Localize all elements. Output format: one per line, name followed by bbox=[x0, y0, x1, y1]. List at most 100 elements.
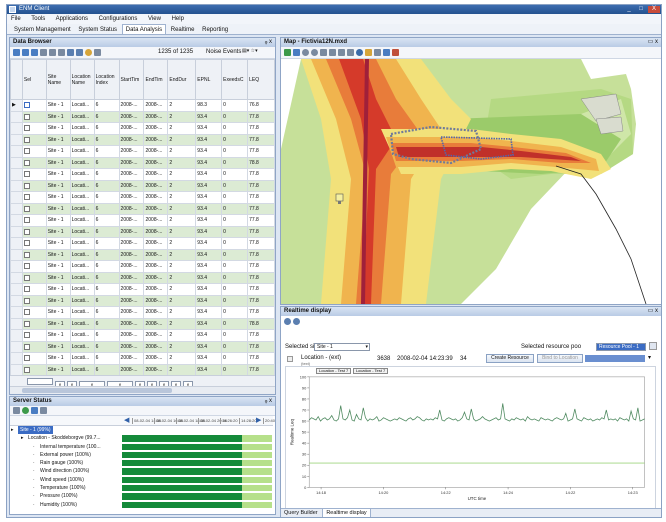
fixed-zoom-icon[interactable] bbox=[329, 49, 336, 56]
table-row[interactable]: Site - 1 Locati... 6 2008-... 2008-... 2 93.4 0… bbox=[10, 191, 275, 204]
row-select-checkbox-cell[interactable] bbox=[21, 340, 47, 353]
column-header[interactable]: LEQ bbox=[247, 59, 275, 100]
row-select-checkbox-cell[interactable] bbox=[21, 352, 47, 365]
view-dropdown-icon[interactable]: ▤▾ ☆▾ bbox=[242, 48, 258, 54]
menu-tools[interactable]: Tools bbox=[31, 16, 46, 22]
measure-icon[interactable] bbox=[374, 49, 381, 56]
pan-icon[interactable] bbox=[293, 49, 300, 56]
tree-node[interactable]: ▸ Site - 1 (99%) bbox=[10, 426, 273, 435]
scrollbar-thumb[interactable] bbox=[22, 388, 172, 393]
row-header-cell[interactable] bbox=[10, 306, 23, 319]
timeline-forward-icon[interactable]: ▶ bbox=[256, 417, 262, 424]
row-select-checkbox-cell[interactable] bbox=[21, 99, 47, 112]
tab-reporting[interactable]: Reporting bbox=[202, 27, 229, 33]
resource-pool-select[interactable]: Resource Pool - 1 bbox=[596, 343, 646, 351]
create-resource-button[interactable]: Create Resource bbox=[486, 354, 534, 363]
timeline-back-icon[interactable]: ◀ bbox=[124, 417, 130, 424]
deselect-icon[interactable] bbox=[22, 49, 29, 56]
row-select-checkbox-cell[interactable] bbox=[21, 306, 47, 319]
close-button[interactable]: X bbox=[648, 6, 660, 13]
row-header-cell[interactable]: ▶ bbox=[10, 99, 23, 112]
legend-tab[interactable]: Location - Test 7 bbox=[352, 368, 389, 374]
row-checkbox[interactable] bbox=[23, 217, 30, 224]
row-header-cell[interactable] bbox=[10, 168, 23, 181]
row-select-checkbox-cell[interactable] bbox=[21, 329, 47, 342]
refresh-icon[interactable] bbox=[85, 49, 92, 56]
print-icon[interactable] bbox=[383, 49, 390, 56]
row-header-cell[interactable] bbox=[10, 260, 23, 273]
row-checkbox[interactable] bbox=[23, 297, 30, 304]
horizontal-scrollbar[interactable] bbox=[10, 386, 275, 394]
row-select-checkbox-cell[interactable] bbox=[21, 260, 47, 273]
menu-configurations[interactable]: Configurations bbox=[98, 16, 138, 22]
export-map-icon[interactable] bbox=[392, 49, 399, 56]
tab-system-status[interactable]: System Status bbox=[78, 27, 118, 33]
table-row[interactable]: Site - 1 Locati... 6 2008-... 2008-... 2 93.4 0… bbox=[10, 179, 275, 192]
row-select-checkbox-cell[interactable] bbox=[21, 294, 47, 307]
identify-icon[interactable] bbox=[347, 49, 354, 56]
pin-close-icon[interactable]: ᵩ x bbox=[264, 398, 272, 404]
expand-icon[interactable]: ▸ bbox=[21, 435, 24, 442]
row-select-checkbox-cell[interactable] bbox=[21, 145, 47, 158]
tree-node[interactable]: · Wind direction (100%) bbox=[10, 467, 273, 475]
expand-icon[interactable]: ▸ bbox=[11, 427, 14, 433]
settings-icon[interactable] bbox=[40, 407, 47, 414]
resource-settings-icon[interactable] bbox=[649, 342, 657, 350]
column-header[interactable]: Location Name bbox=[69, 59, 95, 100]
bind-to-location-button[interactable]: Bind to Location bbox=[537, 354, 583, 363]
row-header-cell[interactable] bbox=[10, 283, 23, 296]
columns-icon[interactable] bbox=[58, 49, 65, 56]
table-row[interactable]: Site - 1 Locati... 6 2008-... 2008-... 2 93.4 0… bbox=[10, 168, 275, 181]
menu-file[interactable]: File bbox=[11, 16, 21, 22]
row-checkbox[interactable] bbox=[23, 355, 30, 362]
refresh-icon[interactable] bbox=[284, 49, 291, 56]
row-header-cell[interactable] bbox=[10, 179, 23, 192]
invert-icon[interactable] bbox=[31, 49, 38, 56]
row-select-checkbox-cell[interactable] bbox=[21, 271, 47, 284]
row-header-cell[interactable] bbox=[10, 145, 23, 158]
column-header[interactable]: Site Name bbox=[45, 59, 71, 100]
table-row[interactable]: Site - 1 Locati... 6 2008-... 2008-... 2 93.4 0… bbox=[10, 237, 275, 250]
row-select-checkbox-cell[interactable] bbox=[21, 156, 47, 169]
row-checkbox[interactable] bbox=[23, 148, 30, 155]
menu-view[interactable]: View bbox=[148, 16, 161, 22]
row-checkbox[interactable] bbox=[23, 320, 30, 327]
row-checkbox[interactable] bbox=[23, 113, 30, 120]
column-header[interactable]: ExeedsC bbox=[221, 59, 249, 100]
row-header-cell[interactable] bbox=[10, 122, 23, 135]
row-checkbox[interactable] bbox=[23, 136, 30, 143]
row-header-cell[interactable] bbox=[10, 294, 23, 307]
connect-icon[interactable] bbox=[284, 318, 291, 325]
tree-node[interactable]: · Temperature (100%) bbox=[10, 484, 273, 492]
tab-realtime-display[interactable]: Realtime display bbox=[322, 509, 371, 517]
select-all-icon[interactable] bbox=[13, 49, 20, 56]
chart-icon[interactable] bbox=[31, 407, 38, 414]
table-row[interactable]: Site - 1 Locati... 6 2008-... 2008-... 2 93.4 0… bbox=[10, 260, 275, 273]
tab-realtime[interactable]: Realtime bbox=[170, 27, 195, 33]
row-header-cell[interactable] bbox=[10, 271, 23, 284]
zoom-in-icon[interactable] bbox=[302, 49, 309, 56]
column-header[interactable]: StartTim bbox=[118, 59, 145, 100]
row-checkbox[interactable] bbox=[23, 102, 30, 109]
row-header-cell[interactable] bbox=[10, 225, 23, 238]
table-row[interactable]: Site - 1 Locati... 6 2008-... 2008-... 2 93.4 0… bbox=[10, 306, 275, 319]
disconnect-icon[interactable] bbox=[293, 318, 300, 325]
table-row[interactable]: Site - 1 Locati... 6 2008-... 2008-... 2 93.4 0… bbox=[10, 294, 275, 307]
row-header-cell[interactable] bbox=[10, 329, 23, 342]
row-header-cell[interactable] bbox=[10, 352, 23, 365]
row-header-cell[interactable] bbox=[10, 110, 23, 123]
zoom-out-icon[interactable] bbox=[311, 49, 318, 56]
row-checkbox[interactable] bbox=[23, 205, 30, 212]
tree-node[interactable]: · Rain gauge (100%) bbox=[10, 459, 273, 467]
pin-close-icon[interactable]: ▭ x bbox=[647, 308, 658, 314]
row-select-checkbox-cell[interactable] bbox=[21, 237, 47, 250]
select-icon[interactable] bbox=[338, 49, 345, 56]
legend-tab[interactable]: Location - Test 7 bbox=[316, 368, 352, 374]
table-row[interactable]: Site - 1 Locati... 6 2008-... 2008-... 2 93.4 0… bbox=[10, 283, 275, 296]
menu-help[interactable]: Help bbox=[171, 16, 184, 22]
table-row[interactable]: ▶ Site - 1 Locati... 6 2008-... 2008-... 2 98.3… bbox=[10, 99, 275, 112]
row-checkbox[interactable] bbox=[23, 366, 30, 373]
table-row[interactable]: Site - 1 Locati... 6 2008-... 2008-... 2 93.4 0… bbox=[10, 202, 275, 215]
site-select[interactable]: Site - 1 ▾ bbox=[314, 343, 370, 351]
filter-field[interactable] bbox=[27, 378, 53, 385]
